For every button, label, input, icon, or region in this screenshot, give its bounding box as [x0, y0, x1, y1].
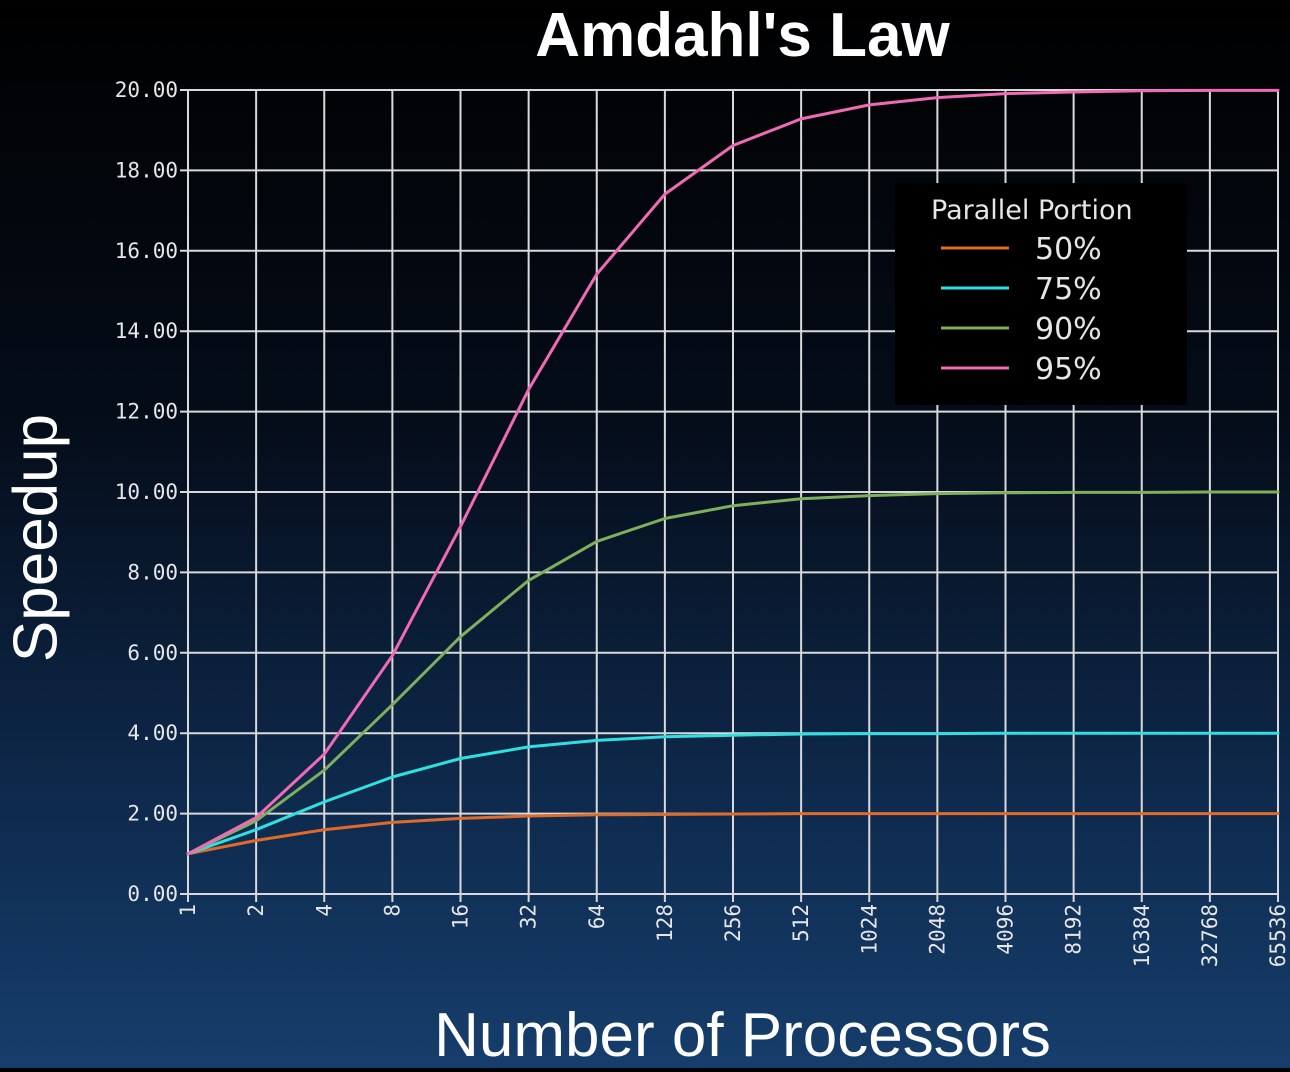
- x-tick-label: 512: [789, 904, 813, 942]
- series-line-95pct: [186, 88, 1280, 856]
- x-tick-label: 65536: [1266, 904, 1290, 967]
- x-tick-label: 4: [312, 904, 336, 917]
- x-tick-label: 1: [176, 904, 200, 917]
- x-tick-label: 1024: [857, 904, 881, 955]
- x-tick-label: 128: [653, 904, 677, 942]
- y-tick-label: 20.00: [115, 78, 178, 102]
- legend-label: 75%: [1035, 272, 1102, 307]
- x-tick-labels: 1 2 4 8 16 32 64 128 256 512 1024 2048 4096 8192 16384…: [176, 904, 1290, 967]
- y-tick-labels: 0.00 2.00 4.00 6.00 8.00 10.00 12.00 14.00 16.00…: [115, 78, 178, 906]
- x-tick-label: 32768: [1198, 904, 1222, 967]
- y-tick-label: 16.00: [115, 239, 178, 263]
- y-tick-label: 12.00: [115, 400, 178, 424]
- y-tick-label: 2.00: [127, 802, 178, 826]
- y-tick-label: 14.00: [115, 319, 178, 343]
- legend-label: 90%: [1035, 312, 1102, 347]
- legend-label: 50%: [1035, 232, 1102, 267]
- y-tick-label: 6.00: [127, 641, 178, 665]
- series-line-50pct: [186, 812, 1280, 856]
- x-tick-label: 16: [449, 904, 473, 929]
- series-line-90pct: [186, 490, 1280, 856]
- series-line-75pct: [186, 731, 1280, 856]
- x-tick-label: 8192: [1062, 904, 1086, 955]
- x-axis-label: Number of Processors: [434, 1001, 1051, 1070]
- x-tick-label: 8: [380, 904, 404, 917]
- x-tick-label: 4096: [994, 904, 1018, 955]
- legend-label: 95%: [1035, 352, 1102, 387]
- x-tick-label: 2: [244, 904, 268, 917]
- x-tick-label: 2048: [925, 904, 949, 955]
- series-lines: [186, 88, 1280, 856]
- legend: Parallel Portion 50% 75% 90% 95%: [931, 195, 1133, 387]
- y-tick-label: 0.00: [127, 882, 178, 906]
- y-tick-label: 18.00: [115, 158, 178, 182]
- x-tick-label: 256: [721, 904, 745, 942]
- legend-title: Parallel Portion: [931, 195, 1133, 226]
- x-tick-label: 16384: [1130, 904, 1154, 967]
- x-tick-label: 64: [585, 904, 609, 929]
- y-tick-label: 10.00: [115, 480, 178, 504]
- x-tick-label: 32: [517, 904, 541, 929]
- y-tick-label: 4.00: [127, 721, 178, 745]
- y-tick-label: 8.00: [127, 560, 178, 584]
- chart-title: Amdahl's Law: [535, 1, 950, 70]
